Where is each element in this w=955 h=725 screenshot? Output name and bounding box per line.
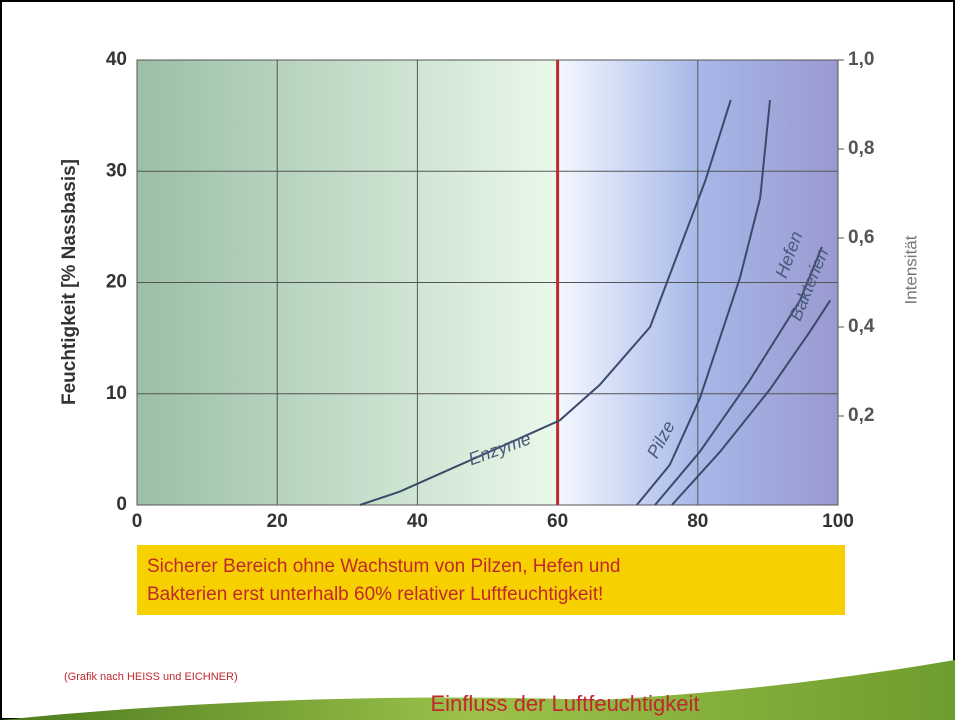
series-line [359, 99, 732, 506]
slide-title: Einfluss der Luftfeuchtigkeit [430, 691, 699, 716]
y2-tick-label: 0,6 [848, 227, 874, 248]
grass-hill [0, 660, 955, 720]
y-tick-label: 10 [106, 383, 127, 404]
y2-tick-label: 1,0 [848, 49, 874, 70]
y-axis-label: Feuchtigkeit [% Nassbasis] [59, 159, 80, 405]
series-line [671, 299, 832, 506]
y2-tick-label: 0,8 [848, 138, 874, 159]
note-line: Sicherer Bereich ohne Wachstum von Pilze… [147, 556, 621, 577]
x-tick-label: 0 [132, 511, 143, 532]
y2-axis-label: Intensität [901, 235, 920, 304]
x-tick-label: 80 [687, 511, 708, 532]
y2-tick-label: 0,2 [848, 405, 874, 426]
series-line [636, 100, 771, 506]
y-tick-label: 20 [106, 272, 127, 293]
note-line: Bakterien erst unterhalb 60% relativer L… [147, 584, 603, 605]
y2-tick-label: 0,4 [848, 316, 875, 337]
x-tick-label: 100 [822, 511, 854, 532]
source: (Grafik nach HEISS und EICHNER) [64, 671, 238, 683]
y-tick-label: 0 [116, 494, 127, 515]
note-box [137, 545, 845, 615]
y-tick-label: 40 [106, 49, 127, 70]
x-tick-label: 20 [267, 511, 288, 532]
x-tick-label: 60 [547, 511, 568, 532]
y-tick-label: 30 [106, 160, 127, 181]
series-line [654, 246, 823, 506]
x-tick-label: 40 [407, 511, 428, 532]
